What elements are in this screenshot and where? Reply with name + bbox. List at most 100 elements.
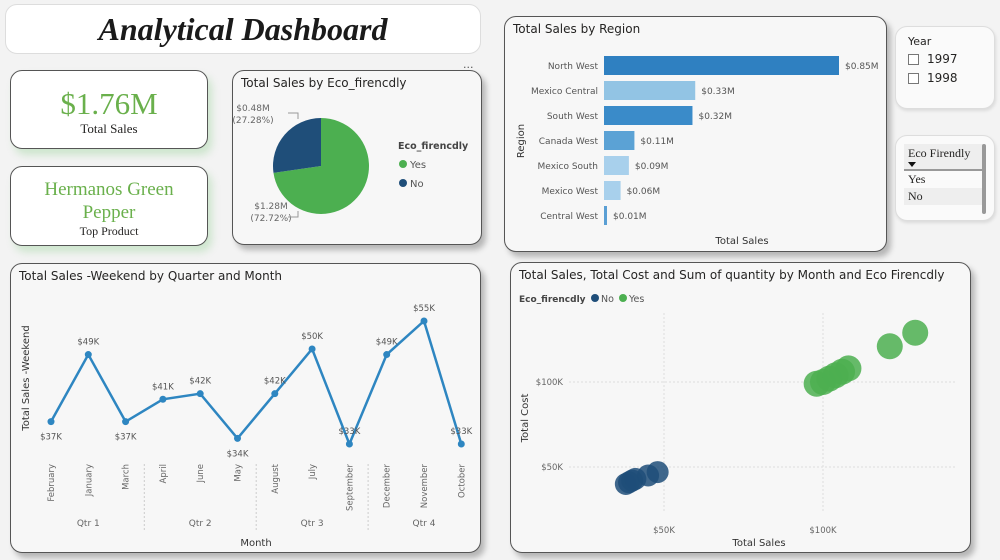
caret-down-icon	[908, 162, 916, 167]
line-chart: $37K February $49K January $37K March $41K Apri…	[21, 304, 473, 549]
quarter-label: Qtr 3	[301, 519, 324, 529]
line-data-label: $49K	[77, 338, 99, 348]
region-tick-label: Mexico Central	[531, 87, 598, 97]
pie-slice-yes	[273, 118, 369, 214]
year-option-1998[interactable]: 1998	[908, 71, 982, 85]
region-chart-title: Total Sales by Region	[513, 22, 641, 36]
bar-data-label: $0.33M	[701, 87, 735, 97]
line-data-label: $33K	[450, 427, 472, 437]
scatter-chart-title: Total Sales, Total Cost and Sum of quant…	[519, 268, 945, 282]
pie-data-label: (27.28%)	[232, 116, 273, 126]
eco-slicer-title: Eco Firendly	[908, 146, 971, 160]
checkbox[interactable]	[908, 73, 919, 84]
quarter-label: Qtr 2	[189, 519, 212, 529]
month-tick-label: January	[84, 464, 94, 497]
legend-item: Yes	[628, 294, 644, 305]
region-chart-card: Total Sales by Region North West $0.85M Me…	[504, 16, 887, 252]
region-bar-chart: North West $0.85M Mexico Central $0.33M Sout…	[516, 56, 879, 247]
line-data-label: $34K	[227, 449, 249, 459]
line-point	[383, 351, 391, 359]
bar-data-label: $0.01M	[613, 212, 647, 222]
line-data-label: $42K	[189, 377, 211, 387]
y-tick-label: $100K	[536, 378, 564, 388]
region-tick-label: Central West	[540, 212, 598, 222]
legend-marker-no	[399, 179, 407, 187]
line-series	[49, 318, 463, 448]
more-options-button[interactable]: ...	[463, 58, 474, 71]
year-slicer: Year 1997 1998	[895, 26, 995, 109]
eco-option-no[interactable]: No	[904, 188, 984, 205]
x-axis-title: Total Sales	[731, 538, 785, 549]
page-title: Analytical Dashboard	[98, 11, 388, 47]
total-sales-value: $1.76M	[60, 86, 158, 121]
pie-slice-no	[273, 118, 321, 173]
pie-data-label: (72.72%)	[250, 214, 291, 224]
y-axis-title: Total Cost	[520, 394, 531, 444]
y-axis-title: Total Sales -Weekend	[21, 325, 32, 431]
line-data-label: $42K	[264, 377, 286, 387]
line-point	[84, 351, 92, 359]
bar-data-label: $0.09M	[635, 162, 669, 172]
quarter-label: Qtr 1	[77, 519, 100, 529]
month-tick-label: June	[196, 464, 206, 484]
quarter-label: Qtr 4	[413, 519, 436, 529]
title-card: Analytical Dashboard	[5, 4, 481, 54]
scatter-chart-card: Total Sales, Total Cost and Sum of quant…	[510, 262, 971, 553]
line-point	[196, 390, 204, 398]
line-point	[159, 395, 167, 403]
region-tick-label: South West	[547, 112, 599, 122]
line-point	[345, 440, 353, 448]
month-tick-label: July	[308, 464, 318, 480]
line-data-label: $50K	[301, 332, 323, 342]
top-product-value: Hermanos Green Pepper	[44, 179, 174, 223]
legend-title: Eco_firencdly	[398, 141, 469, 152]
month-tick-label: December	[383, 463, 393, 508]
scatter-point-no	[646, 461, 669, 484]
bar-north-west	[604, 56, 839, 75]
pie-chart-card: Total Sales by Eco_firencdly $1.28M (72.7…	[232, 70, 482, 245]
region-tick-label: Mexico South	[538, 162, 598, 172]
checkbox[interactable]	[908, 54, 919, 65]
line-data-label: $33K	[338, 427, 360, 437]
bar-canada-west	[604, 131, 635, 150]
x-axis-title: Month	[240, 538, 271, 549]
year-slicer-title: Year	[908, 35, 932, 48]
line-point	[308, 345, 316, 353]
bar-south-west	[604, 106, 693, 125]
total-sales-label: Total Sales	[80, 121, 138, 136]
scatter-chart: Eco_firencdly No Yes $50K $100K $100K $50K Tota…	[519, 294, 956, 549]
bar-mexico-west	[604, 181, 621, 200]
legend-marker-yes	[619, 294, 627, 302]
month-tick-label: November	[420, 463, 430, 508]
line-data-label: $37K	[40, 433, 62, 443]
pie-chart: $1.28M (72.72%) $0.48M (27.28%) Eco_firencdl…	[232, 104, 469, 224]
region-tick-label: Mexico West	[542, 187, 599, 197]
eco-option-yes[interactable]: Yes	[908, 172, 926, 186]
line-chart-title: Total Sales -Weekend by Quarter and Mont…	[19, 269, 283, 283]
year-option-1997[interactable]: 1997	[908, 52, 982, 66]
bar-mexico-south	[604, 156, 629, 175]
scatter-point-yes	[876, 333, 903, 360]
legend-item: No	[410, 179, 424, 190]
line-point	[420, 317, 428, 325]
bar-central-west	[604, 206, 607, 225]
scrollbar[interactable]	[982, 144, 986, 214]
bar-mexico-central	[604, 81, 696, 100]
pie-data-label: $1.28M	[254, 202, 288, 212]
legend-marker-no	[591, 294, 599, 302]
line-data-label: $41K	[152, 382, 174, 392]
line-point	[457, 440, 465, 448]
legend-marker-yes	[399, 160, 407, 168]
month-tick-label: October	[457, 464, 467, 499]
eco-slicer-header[interactable]: Eco Firendly	[904, 144, 984, 171]
pie-chart-title: Total Sales by Eco_firencdly	[241, 76, 407, 90]
legend-item: No	[601, 294, 614, 305]
top-product-label: Top Product	[79, 224, 139, 238]
month-tick-label: May	[234, 464, 244, 482]
month-tick-label: February	[47, 464, 57, 502]
month-tick-label: September	[345, 463, 355, 510]
line-data-label: $55K	[413, 304, 435, 314]
line-chart-card: Total Sales -Weekend by Quarter and Mont…	[10, 263, 481, 553]
line-point	[122, 418, 130, 426]
month-tick-label: March	[122, 464, 132, 490]
